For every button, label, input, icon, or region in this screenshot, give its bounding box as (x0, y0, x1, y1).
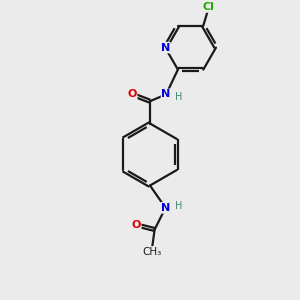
Text: H: H (175, 201, 182, 211)
Text: O: O (127, 89, 137, 99)
Text: H: H (176, 92, 183, 103)
Text: N: N (161, 203, 170, 213)
Text: O: O (131, 220, 141, 230)
Text: Cl: Cl (203, 2, 215, 12)
Text: N: N (161, 89, 171, 99)
Text: N: N (160, 43, 170, 52)
Text: CH₃: CH₃ (142, 247, 161, 257)
